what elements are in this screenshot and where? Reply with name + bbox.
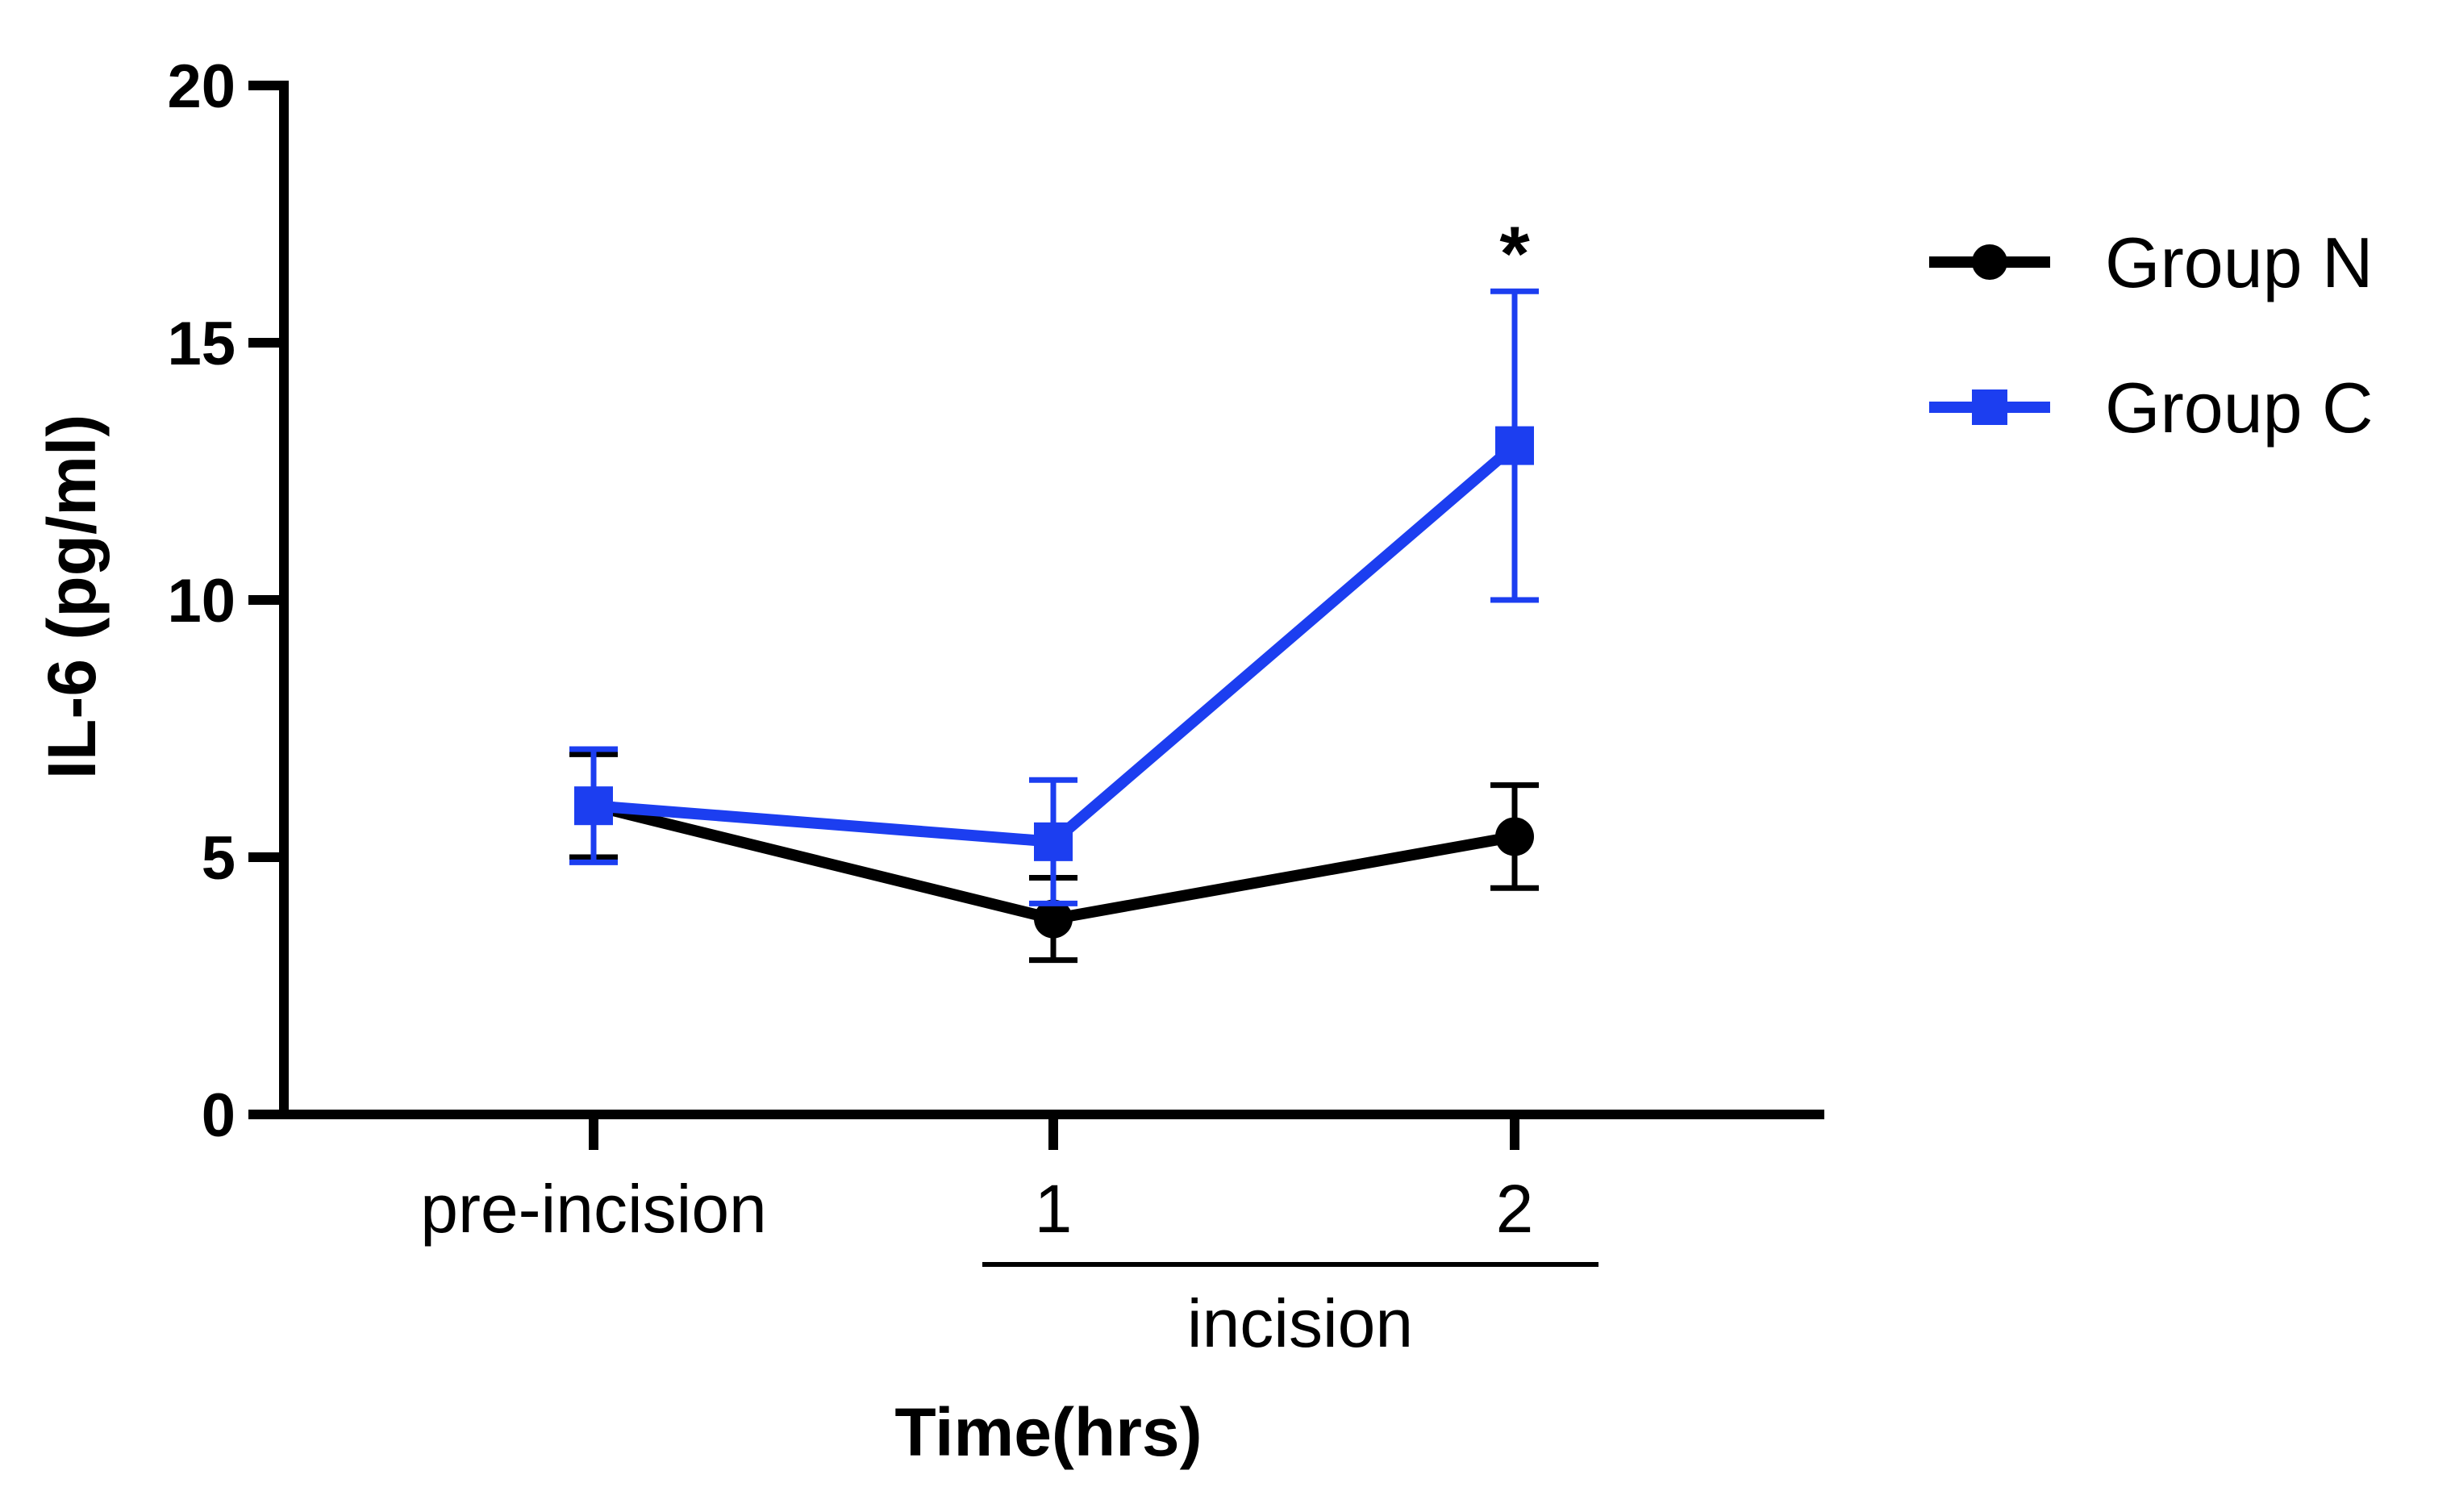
legend-item-group-c: Group C	[1929, 368, 2374, 448]
y-tick-label-15: 15	[167, 310, 235, 378]
x-tick-label-0: pre-incision	[420, 1171, 767, 1247]
data-point	[574, 786, 613, 826]
data-point	[1495, 817, 1534, 856]
chart-legend: Group N Group C	[1929, 223, 2374, 448]
legend-marker	[1972, 244, 2007, 280]
y-tick-label-0: 0	[202, 1081, 235, 1150]
x-tick-label-2: 2	[1496, 1171, 1534, 1247]
y-tick-label-20: 20	[167, 52, 235, 121]
legend-item-group-n: Group N	[1929, 223, 2374, 302]
x-axis-title: Time(hrs)	[894, 1394, 1202, 1470]
y-tick-label-5: 5	[202, 824, 235, 893]
legend-marker	[1972, 389, 2007, 425]
chart-series	[569, 288, 1539, 964]
legend-label: Group N	[2105, 223, 2374, 302]
chart-labels: IL-6 (pg/ml) Time(hrs) incision pre-inci…	[34, 210, 1533, 1470]
data-point	[1034, 899, 1073, 939]
incision-group-label: incision	[1187, 1285, 1413, 1361]
series-group-c	[569, 288, 1539, 906]
y-axis-title: IL-6 (pg/ml)	[34, 414, 110, 780]
chart-axes: 0 5 10 15 20	[167, 52, 1824, 1267]
x-tick-label-1: 1	[1035, 1171, 1073, 1247]
y-tick-label-10: 10	[167, 567, 235, 635]
data-point	[1495, 426, 1534, 465]
data-point	[1034, 822, 1073, 861]
significance-asterisk: *	[1499, 210, 1530, 297]
legend-label: Group C	[2105, 368, 2374, 448]
